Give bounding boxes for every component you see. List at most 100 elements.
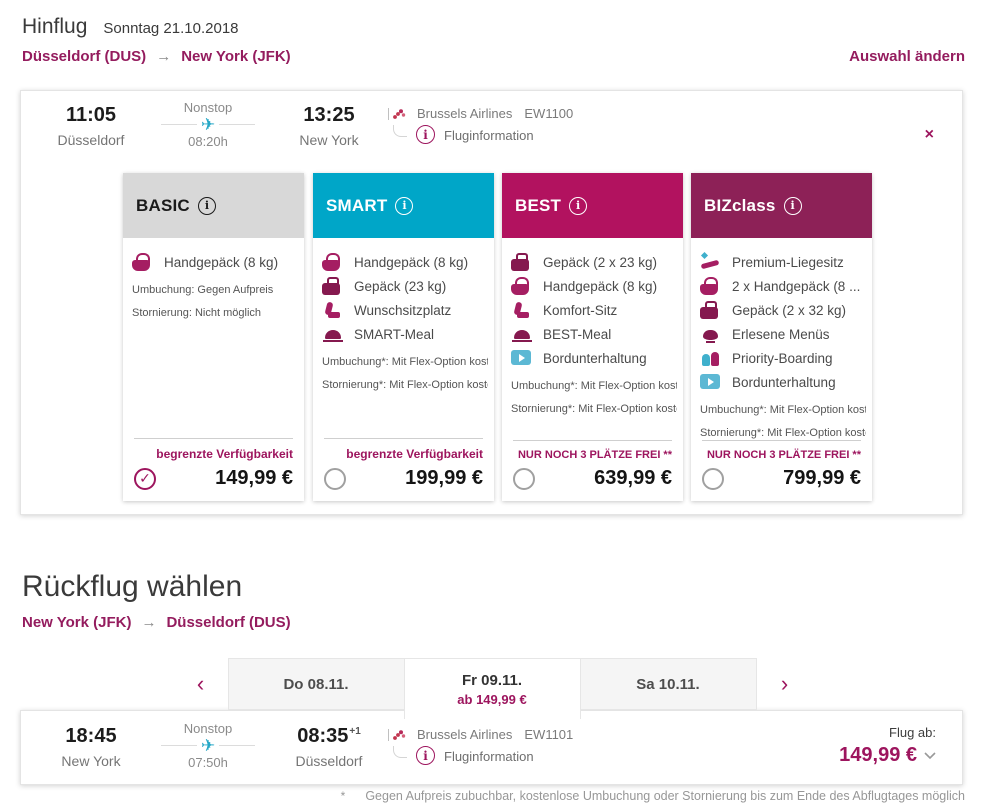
tab-label: Sa 10.11. <box>636 675 700 693</box>
feature-label: Erlesene Menüs <box>732 326 830 342</box>
fare-header-basic: BASIC i <box>123 173 304 238</box>
divider <box>513 440 672 441</box>
info-icon[interactable]: i <box>416 125 435 144</box>
fare-info-icon[interactable]: i <box>395 196 414 215</box>
close-icon[interactable]: × <box>924 126 934 143</box>
feature-row: BEST-Meal <box>510 322 677 346</box>
fare-radio[interactable] <box>513 467 535 490</box>
feature-label: BEST-Meal <box>543 326 612 342</box>
return-title: Rückflug wählen <box>22 570 243 603</box>
change-selection-link[interactable]: Auswahl ändern <box>849 48 965 65</box>
flight-number: EW1101 <box>524 727 574 742</box>
info-icon[interactable]: i <box>416 746 435 765</box>
feature-list: Handgepäck (8 kg) Gepäck (23 kg) Wunschs… <box>313 238 494 346</box>
price-row: 799,99 € <box>702 467 861 490</box>
path-line-right <box>219 745 256 746</box>
feature-label: Handgepäck (8 kg) <box>164 254 279 270</box>
fare-info-icon[interactable]: i <box>783 196 802 215</box>
feature-label: Gepäck (23 kg) <box>354 278 447 294</box>
feature-label: Handgepäck (8 kg) <box>354 254 469 270</box>
footnote-text: Gegen Aufpreis zubuchbar, kostenlose Umb… <box>365 789 965 803</box>
route-arrow-icon: → <box>156 48 172 65</box>
route-block: Nonstop ✈ 08:20h <box>141 100 275 149</box>
prev-day-arrow-icon[interactable]: ‹ <box>196 671 205 696</box>
flight-info-link[interactable]: Fluginformation <box>444 749 534 764</box>
route-arrow-icon: → <box>141 614 157 631</box>
availability-badge: begrenzte Verfügbarkeit <box>156 447 293 461</box>
fare-radio[interactable] <box>702 467 724 490</box>
arrival-block: 13:25 New York <box>275 104 383 148</box>
departure-time: 11:05 <box>65 104 117 126</box>
suitcase-icon <box>699 300 723 320</box>
handbag-icon <box>699 276 723 296</box>
feature-label: Premium-Liegesitz <box>732 254 844 270</box>
tab-fr-0911-selected[interactable]: Fr 09.11. ab 149,99 € <box>403 658 581 719</box>
feature-row: Premium-Liegesitz <box>699 250 866 274</box>
arrival-city: Düsseldorf <box>295 753 363 769</box>
fare-card-bizclass: BIZclass i Premium-Liegesitz 2 x Handgep… <box>691 173 872 501</box>
feature-label: Wunschsitzplatz <box>354 302 452 318</box>
divider <box>702 440 861 441</box>
meal-icon <box>510 324 534 344</box>
recliner-seat-icon <box>699 252 723 272</box>
arrival-time-value: 08:35 <box>297 725 349 747</box>
feature-label: Bordunterhaltung <box>732 374 836 390</box>
arrival-city: New York <box>299 132 359 148</box>
fare-info-icon[interactable]: i <box>197 196 216 215</box>
tab-label: Fr 09.11. <box>461 671 523 689</box>
stops-label: Nonstop <box>183 721 233 736</box>
connector-line <box>393 125 407 137</box>
meal-icon <box>321 324 345 344</box>
return-price-toggle[interactable]: 149,99 € <box>839 744 936 767</box>
feature-label: Gepäck (2 x 32 kg) <box>732 302 847 318</box>
flight-info-link[interactable]: Fluginformation <box>444 128 534 143</box>
feature-row: Gepäck (2 x 32 kg) <box>699 298 866 322</box>
return-flight-card: 18:45 New York Nonstop ✈ 07:50h 08:35+1 … <box>20 710 963 785</box>
feature-row: Priority-Boarding <box>699 346 866 370</box>
flight-duration: 07:50h <box>188 755 228 770</box>
cancellation-note: Stornierung*: Mit Flex-Option kosten... <box>511 403 677 415</box>
rebooking-note: Umbuchung: Gegen Aufpreis <box>132 284 274 296</box>
brussels-airlines-logo-icon <box>388 728 406 741</box>
cancellation-note: Stornierung*: Mit Flex-Option kosten... <box>700 427 866 439</box>
rebooking-note: Umbuchung*: Mit Flex-Option koste... <box>700 404 866 416</box>
feature-row: Erlesene Menüs <box>699 322 866 346</box>
feature-row: Komfort-Sitz <box>510 298 677 322</box>
tab-sa-1011[interactable]: Sa 10.11. <box>579 658 757 710</box>
fare-price: 149,99 € <box>215 467 293 489</box>
feature-row: Gepäck (2 x 23 kg) <box>510 250 677 274</box>
availability-badge: NUR NOCH 3 PLÄTZE FREI ** <box>706 449 861 461</box>
fare-header-smart: SMART i <box>313 173 494 238</box>
arrival-block: 08:35+1 Düsseldorf <box>275 725 383 769</box>
fare-notes: Umbuchung*: Mit Flex-Option koste... Sto… <box>313 346 494 391</box>
cancellation-note: Stornierung*: Mit Flex-Option kosten... <box>322 379 488 391</box>
fare-radio-selected[interactable]: ✓ <box>134 467 156 490</box>
fare-radio[interactable] <box>324 467 346 490</box>
fare-notes: Umbuchung: Gegen Aufpreis Stornierung: N… <box>123 274 304 319</box>
handbag-icon <box>131 252 155 272</box>
feature-label: Priority-Boarding <box>732 350 833 366</box>
divider <box>324 438 483 439</box>
gourmet-menu-icon <box>699 324 723 344</box>
path-line-right <box>219 124 256 125</box>
handbag-icon <box>321 252 345 272</box>
return-flight-summary: 18:45 New York Nonstop ✈ 07:50h 08:35+1 … <box>21 711 962 783</box>
fare-header-best: BEST i <box>502 173 683 238</box>
fare-price-area: begrenzte Verfügbarkeit ✓ 149,99 € <box>134 438 293 490</box>
next-day-arrow-icon[interactable]: › <box>780 671 789 696</box>
feature-row: SMART-Meal <box>321 322 488 346</box>
fare-info-icon[interactable]: i <box>569 196 588 215</box>
airline-name: Brussels Airlines <box>417 106 513 121</box>
tab-do-0811[interactable]: Do 08.11. <box>227 658 405 710</box>
outbound-route: Düsseldorf (DUS) → New York (JFK) <box>22 48 291 65</box>
arrival-time: 13:25 <box>303 104 355 126</box>
rebooking-note: Umbuchung*: Mit Flex-Option koste... <box>511 380 677 392</box>
return-route-from: New York (JFK) <box>22 614 132 631</box>
feature-row: Bordunterhaltung <box>699 370 866 394</box>
outbound-route-from: Düsseldorf (DUS) <box>22 48 147 65</box>
route-block: Nonstop ✈ 07:50h <box>141 721 275 770</box>
suitcase-icon <box>321 276 345 296</box>
feature-label: Gepäck (2 x 23 kg) <box>543 254 658 270</box>
fare-price: 799,99 € <box>783 467 861 489</box>
